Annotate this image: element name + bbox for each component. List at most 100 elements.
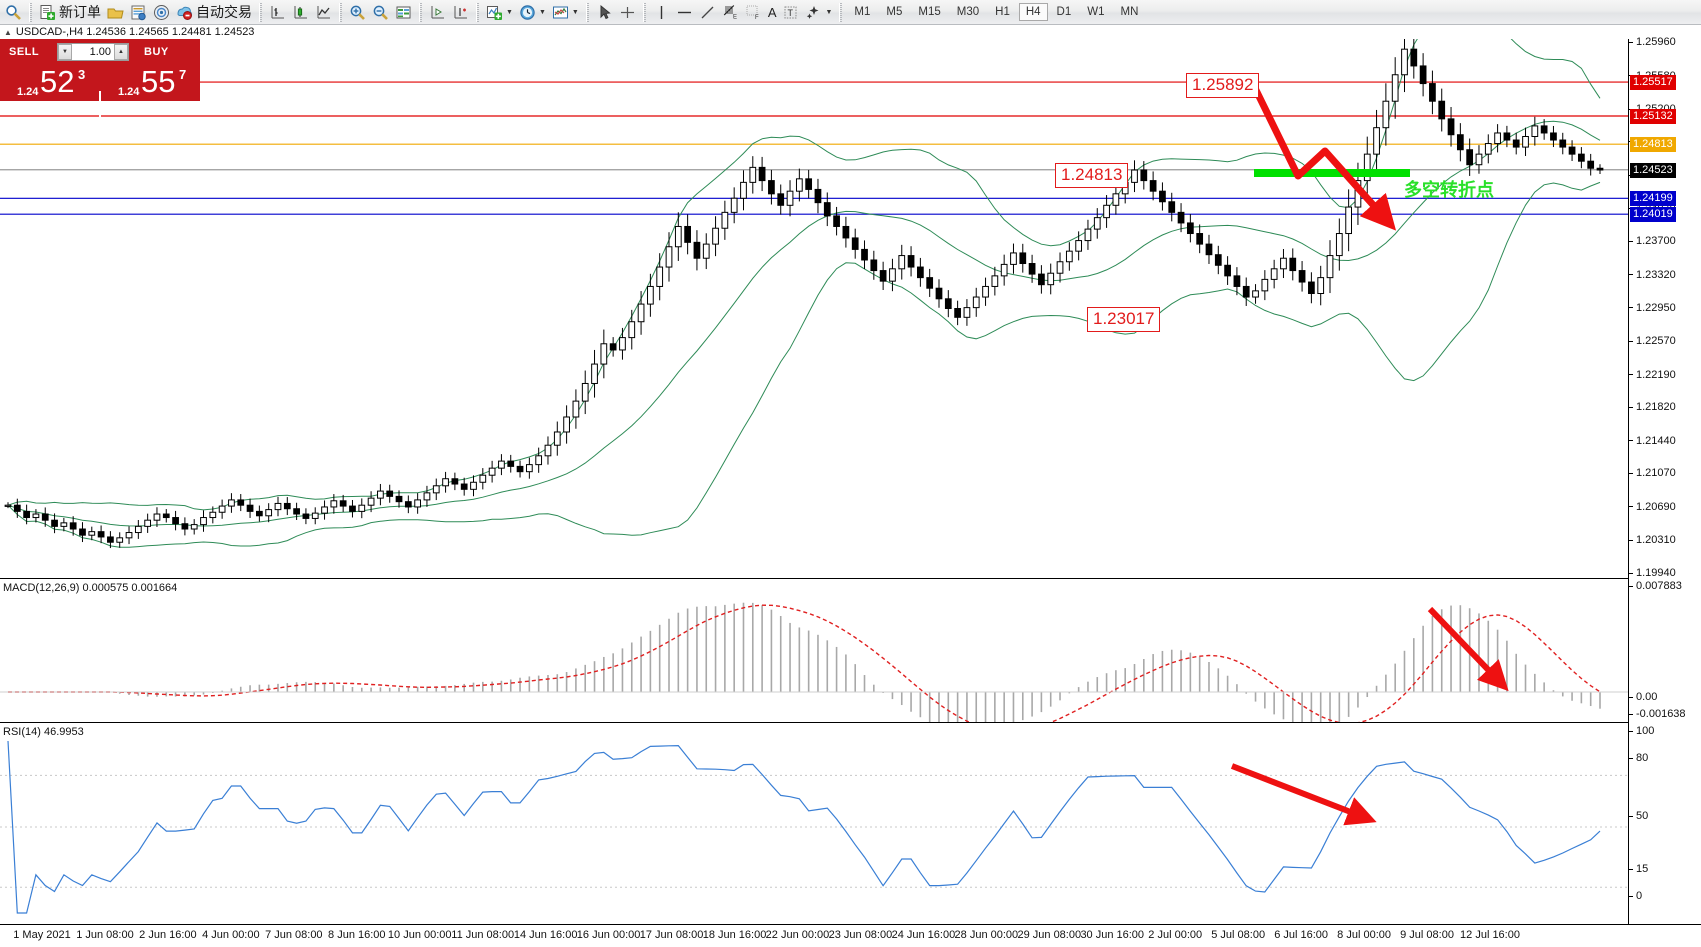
candle-bearish (404, 501, 412, 508)
volume-stepper[interactable]: ▼ 1.00 ▲ (57, 43, 129, 61)
zoom-in-icon[interactable] (346, 1, 369, 24)
candle-bullish (479, 474, 487, 483)
fibonacci-icon[interactable]: E (719, 1, 742, 24)
volume-decrement-button[interactable]: ▼ (58, 44, 72, 60)
macd-pane[interactable]: MACD(12,26,9) 0.000575 0.001664 (0, 578, 1701, 722)
timeframe-w1[interactable]: W1 (1087, 6, 1105, 18)
buy-button[interactable]: BUY (144, 46, 169, 58)
volume-value[interactable]: 1.00 (89, 46, 111, 58)
horizontal-line-icon[interactable] (673, 1, 696, 24)
price-plot (0, 39, 1628, 578)
price-tag-support-1[interactable]: 1.24199 (1630, 191, 1676, 207)
equidistant-channel-icon[interactable]: F (742, 1, 765, 24)
templates-icon[interactable]: ▼ (549, 1, 582, 24)
candle-bearish (107, 536, 114, 543)
price-tag-pivot[interactable]: 1.24813 (1630, 137, 1676, 153)
new-order-icon (39, 4, 56, 21)
candle-bearish (1028, 263, 1036, 275)
navigator-icon[interactable] (150, 1, 173, 24)
chevron-down-icon[interactable]: ▼ (571, 8, 579, 16)
svg-text:T: T (788, 8, 794, 18)
candle-bullish (88, 531, 96, 536)
candle-bullish (274, 502, 282, 511)
folder-icon[interactable] (104, 1, 127, 24)
periodicity-icon[interactable]: ▼ (516, 1, 549, 24)
rsi-scale-0: 0 (1629, 890, 1642, 902)
candle-bearish (162, 513, 170, 519)
candle-bearish (1410, 48, 1418, 67)
timeframe-m15[interactable]: M15 (918, 6, 941, 18)
candle-bullish (190, 524, 198, 530)
price-tag-resistance-1[interactable]: 1.25517 (1630, 75, 1676, 91)
candlestick-chart-icon[interactable] (289, 1, 312, 24)
chevron-down-icon[interactable]: ▼ (506, 8, 513, 16)
one-click-trade-panel[interactable]: SELL ▼ 1.00 ▲ BUY 1.24 52 3 1.24 55 7 (0, 39, 200, 127)
zoom-out-icon[interactable] (369, 1, 392, 24)
auto-scroll-icon[interactable] (449, 1, 472, 24)
terminal-glyph (130, 4, 147, 21)
vertical-line-icon[interactable] (650, 1, 673, 24)
timeframe-m5[interactable]: M5 (886, 6, 903, 18)
candle-bullish (4, 504, 12, 507)
auto-trading-button[interactable]: 自动交易 (173, 1, 255, 24)
price-pane[interactable] (0, 39, 1701, 578)
price-tick: 1.20310 (1629, 534, 1676, 546)
candle-bearish (917, 266, 924, 279)
terminal-icon[interactable] (127, 1, 150, 24)
price-tick: 1.22570 (1629, 335, 1676, 347)
toolbar-separator (642, 2, 646, 22)
indicators-icon[interactable]: ▼ (483, 1, 516, 24)
chevron-down-icon[interactable]: ▼ (538, 8, 546, 16)
candle-bullish (1401, 48, 1408, 76)
candle-bullish (1270, 268, 1278, 280)
candle-bullish (1131, 169, 1138, 183)
timeframe-mn[interactable]: MN (1120, 6, 1139, 18)
candle-bearish (1596, 167, 1604, 171)
candle-bullish (377, 490, 384, 499)
cursor-icon[interactable] (593, 1, 616, 24)
buy-price[interactable]: 1.24 55 7 (100, 65, 200, 101)
text-icon[interactable]: A (765, 1, 780, 24)
sell-button[interactable]: SELL (9, 46, 40, 58)
candle-bullish (674, 225, 682, 248)
candle-bullish (535, 455, 543, 466)
time-axis[interactable]: 1 May 2021 1 Jun 08:00 2 Jun 16:00 4 Jun 00… (0, 924, 1701, 947)
candle-bearish (1578, 153, 1585, 162)
zoom-in-glyph (349, 4, 366, 21)
volume-increment-button[interactable]: ▲ (114, 44, 128, 60)
magnifier-icon[interactable] (2, 1, 25, 24)
candle-bullish (321, 506, 328, 514)
sell-price[interactable]: 1.24 52 3 (0, 65, 100, 101)
trendline-icon[interactable] (696, 1, 719, 24)
timeframe-d1[interactable]: D1 (1056, 6, 1072, 18)
collapse-triangle-icon[interactable]: ▲ (4, 27, 12, 37)
timeframe-m30[interactable]: M30 (956, 6, 980, 18)
chart-shift-icon[interactable] (426, 1, 449, 24)
timeframe-h4[interactable]: H4 (1018, 3, 1048, 21)
time-tick: 12 Jul 16:00 (1460, 929, 1520, 941)
price-tag-resistance-2[interactable]: 1.25132 (1630, 109, 1676, 125)
crosshair-icon[interactable] (616, 1, 639, 24)
symbol-info-bar: ▲ USDCAD-,H4 1.24536 1.24565 1.24481 1.2… (0, 25, 1701, 39)
chevron-down-icon[interactable]: ▼ (825, 8, 833, 16)
time-tick: 4 Jun 00:00 (202, 929, 260, 941)
timeframe-m1[interactable]: M1 (854, 6, 871, 18)
shapes-icon[interactable]: ▼ (802, 1, 835, 24)
line-chart-icon[interactable] (312, 1, 335, 24)
timeframe-h1[interactable]: H1 (995, 6, 1010, 18)
sell-price-fraction: 3 (78, 67, 86, 82)
price-tag-support-2[interactable]: 1.24019 (1630, 207, 1676, 223)
text-label-icon[interactable]: T (779, 1, 802, 24)
candle-bullish (619, 337, 626, 351)
price-scale[interactable]: 1.259601.255801.252001.248301.244501.240… (1629, 36, 1701, 947)
chart-shift-glyph (429, 4, 446, 21)
candle-bullish (740, 181, 747, 199)
rsi-pane[interactable]: RSI(14) 46.9953 (0, 722, 1701, 947)
new-order-button[interactable]: 新订单 (36, 1, 104, 24)
sell-price-prefix: 1.24 (17, 86, 39, 98)
chart-area[interactable]: MACD(12,26,9) 0.000575 0.001664 RSI(14) … (0, 36, 1701, 947)
price-tag-last[interactable]: 1.24523 (1630, 162, 1676, 178)
data-window-icon[interactable] (392, 1, 415, 24)
bar-chart-icon[interactable] (266, 1, 289, 24)
candle-bullish (1252, 290, 1259, 298)
